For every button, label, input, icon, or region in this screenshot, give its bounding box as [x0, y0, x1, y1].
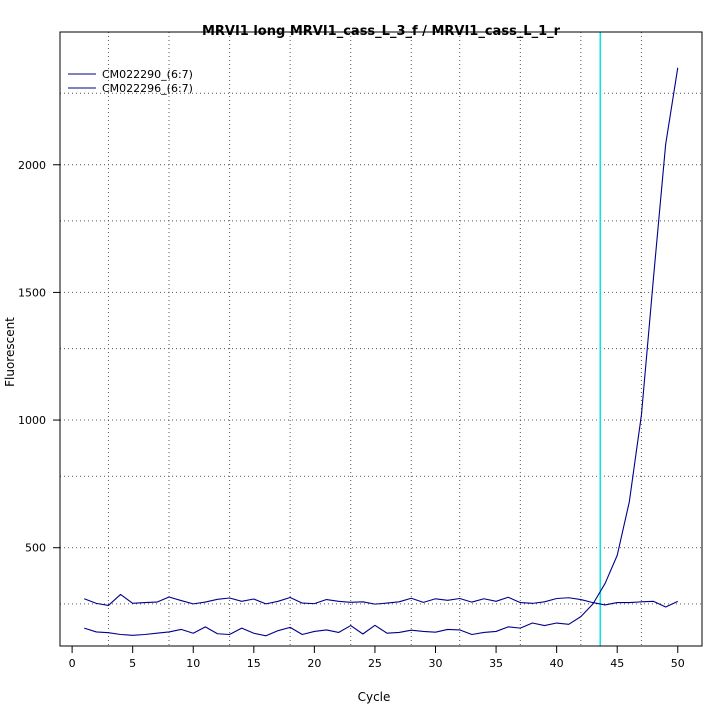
x-axis: 0 5 10 15 20 25 30 35 40 45 50	[69, 645, 685, 670]
series-lines	[84, 67, 679, 637]
y-tick-label-3: 2000	[18, 159, 46, 172]
legend-label-2: CM022296_(6:7)	[102, 82, 193, 95]
x-tick-label-8: 40	[550, 657, 564, 670]
y-tick-label-2: 1500	[18, 286, 46, 299]
x-tick-label-6: 30	[429, 657, 443, 670]
y-tick-label-1: 1000	[18, 414, 46, 427]
chart-title: MRVI1 long MRVI1_cass_L_3_f / MRVI1_cass…	[202, 24, 561, 39]
x-tick-label-5: 25	[368, 657, 382, 670]
x-tick-label-1: 5	[129, 657, 136, 670]
legend-label-1: CM022290_(6:7)	[102, 68, 193, 81]
series-line-2	[84, 67, 679, 637]
y-tick-label-0: 500	[25, 542, 46, 555]
x-tick-label-4: 20	[307, 657, 321, 670]
y-axis-label: Fluorescent	[3, 317, 17, 387]
series-line-1	[84, 593, 679, 608]
x-tick-label-2: 10	[186, 657, 200, 670]
y-axis: 500 1000 1500 2000	[18, 159, 61, 555]
x-tick-label-9: 45	[610, 657, 624, 670]
legend: CM022290_(6:7) CM022296_(6:7)	[68, 68, 193, 95]
x-tick-label-7: 35	[489, 657, 503, 670]
x-tick-label-0: 0	[69, 657, 76, 670]
x-tick-label-10: 50	[671, 657, 685, 670]
x-tick-label-3: 15	[247, 657, 261, 670]
x-axis-label: Cycle	[358, 690, 391, 704]
